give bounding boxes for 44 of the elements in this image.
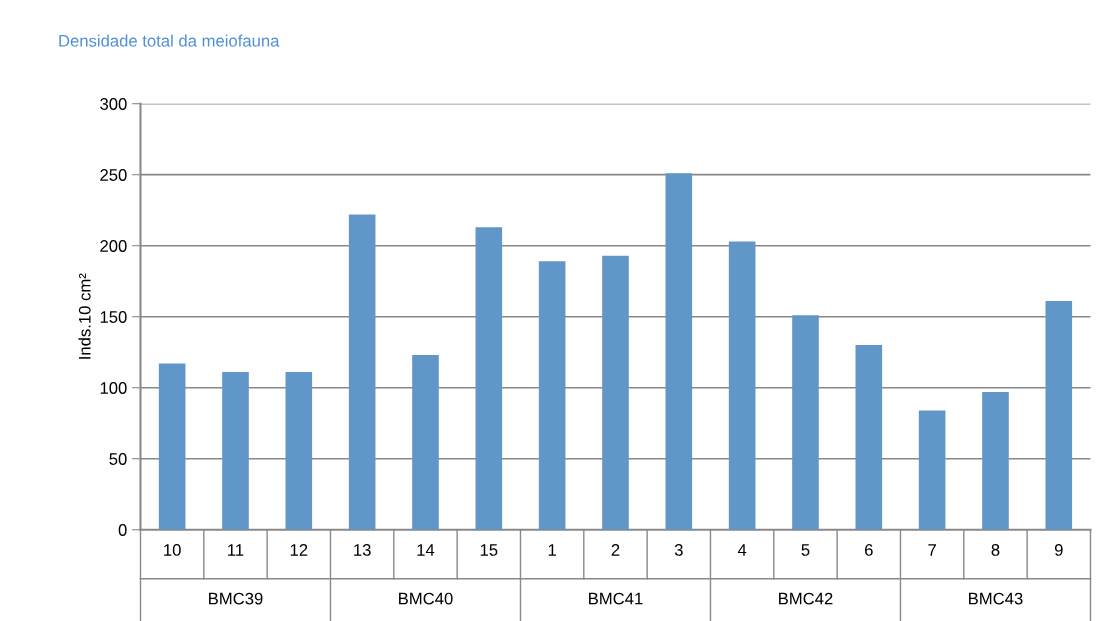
x-tick-label: 5 — [801, 544, 810, 556]
x-tick-label: 8 — [991, 544, 1000, 556]
bar — [538, 261, 566, 530]
x-tick-label: 1 — [548, 544, 556, 556]
bar — [792, 315, 819, 530]
bar — [602, 255, 629, 530]
x-tick-label: 13 — [354, 544, 371, 556]
bar — [285, 372, 313, 530]
x-tick-label: 12 — [290, 544, 308, 556]
y-tick-label: 150 — [100, 311, 127, 323]
bar — [982, 391, 1009, 530]
x-tick-label: 2 — [611, 544, 620, 556]
text: BMC39 — [209, 592, 263, 605]
y-tick-label: 250 — [100, 169, 127, 181]
y-tick-label: 100 — [100, 382, 127, 394]
bar — [1045, 301, 1073, 530]
text: BMC43 — [969, 592, 1023, 605]
x-tick-label: 14 — [417, 544, 435, 556]
x-tick-label: 15 — [480, 544, 498, 556]
text: BMC40 — [399, 592, 453, 605]
bar — [348, 214, 376, 530]
bar — [158, 363, 186, 530]
bar — [918, 410, 946, 530]
text: BMC42 — [779, 592, 833, 605]
x-tick-label: 11 — [228, 544, 244, 556]
x-tick-label: 3 — [674, 544, 683, 556]
x-tick-label: 4 — [737, 544, 747, 556]
bar — [475, 227, 503, 530]
x-tick-label: 10 — [164, 544, 181, 556]
y-tick-label: 0 — [118, 524, 127, 536]
bar — [665, 173, 693, 530]
text: BMC41 — [589, 592, 643, 605]
chart-title: Densidade total da meiofauna — [59, 34, 280, 47]
bar — [855, 345, 883, 530]
bar — [222, 372, 249, 530]
bar — [728, 241, 756, 530]
y-tick-label: 50 — [109, 453, 127, 465]
x-tick-label: 9 — [1054, 544, 1063, 556]
y-tick-label: 300 — [100, 98, 127, 110]
x-tick-label: 6 — [865, 544, 873, 556]
x-tick-label: 7 — [928, 544, 936, 556]
bar — [412, 355, 439, 530]
y-tick-label: 200 — [100, 240, 127, 252]
y-axis-title: Inds.10 cm² — [78, 273, 91, 359]
